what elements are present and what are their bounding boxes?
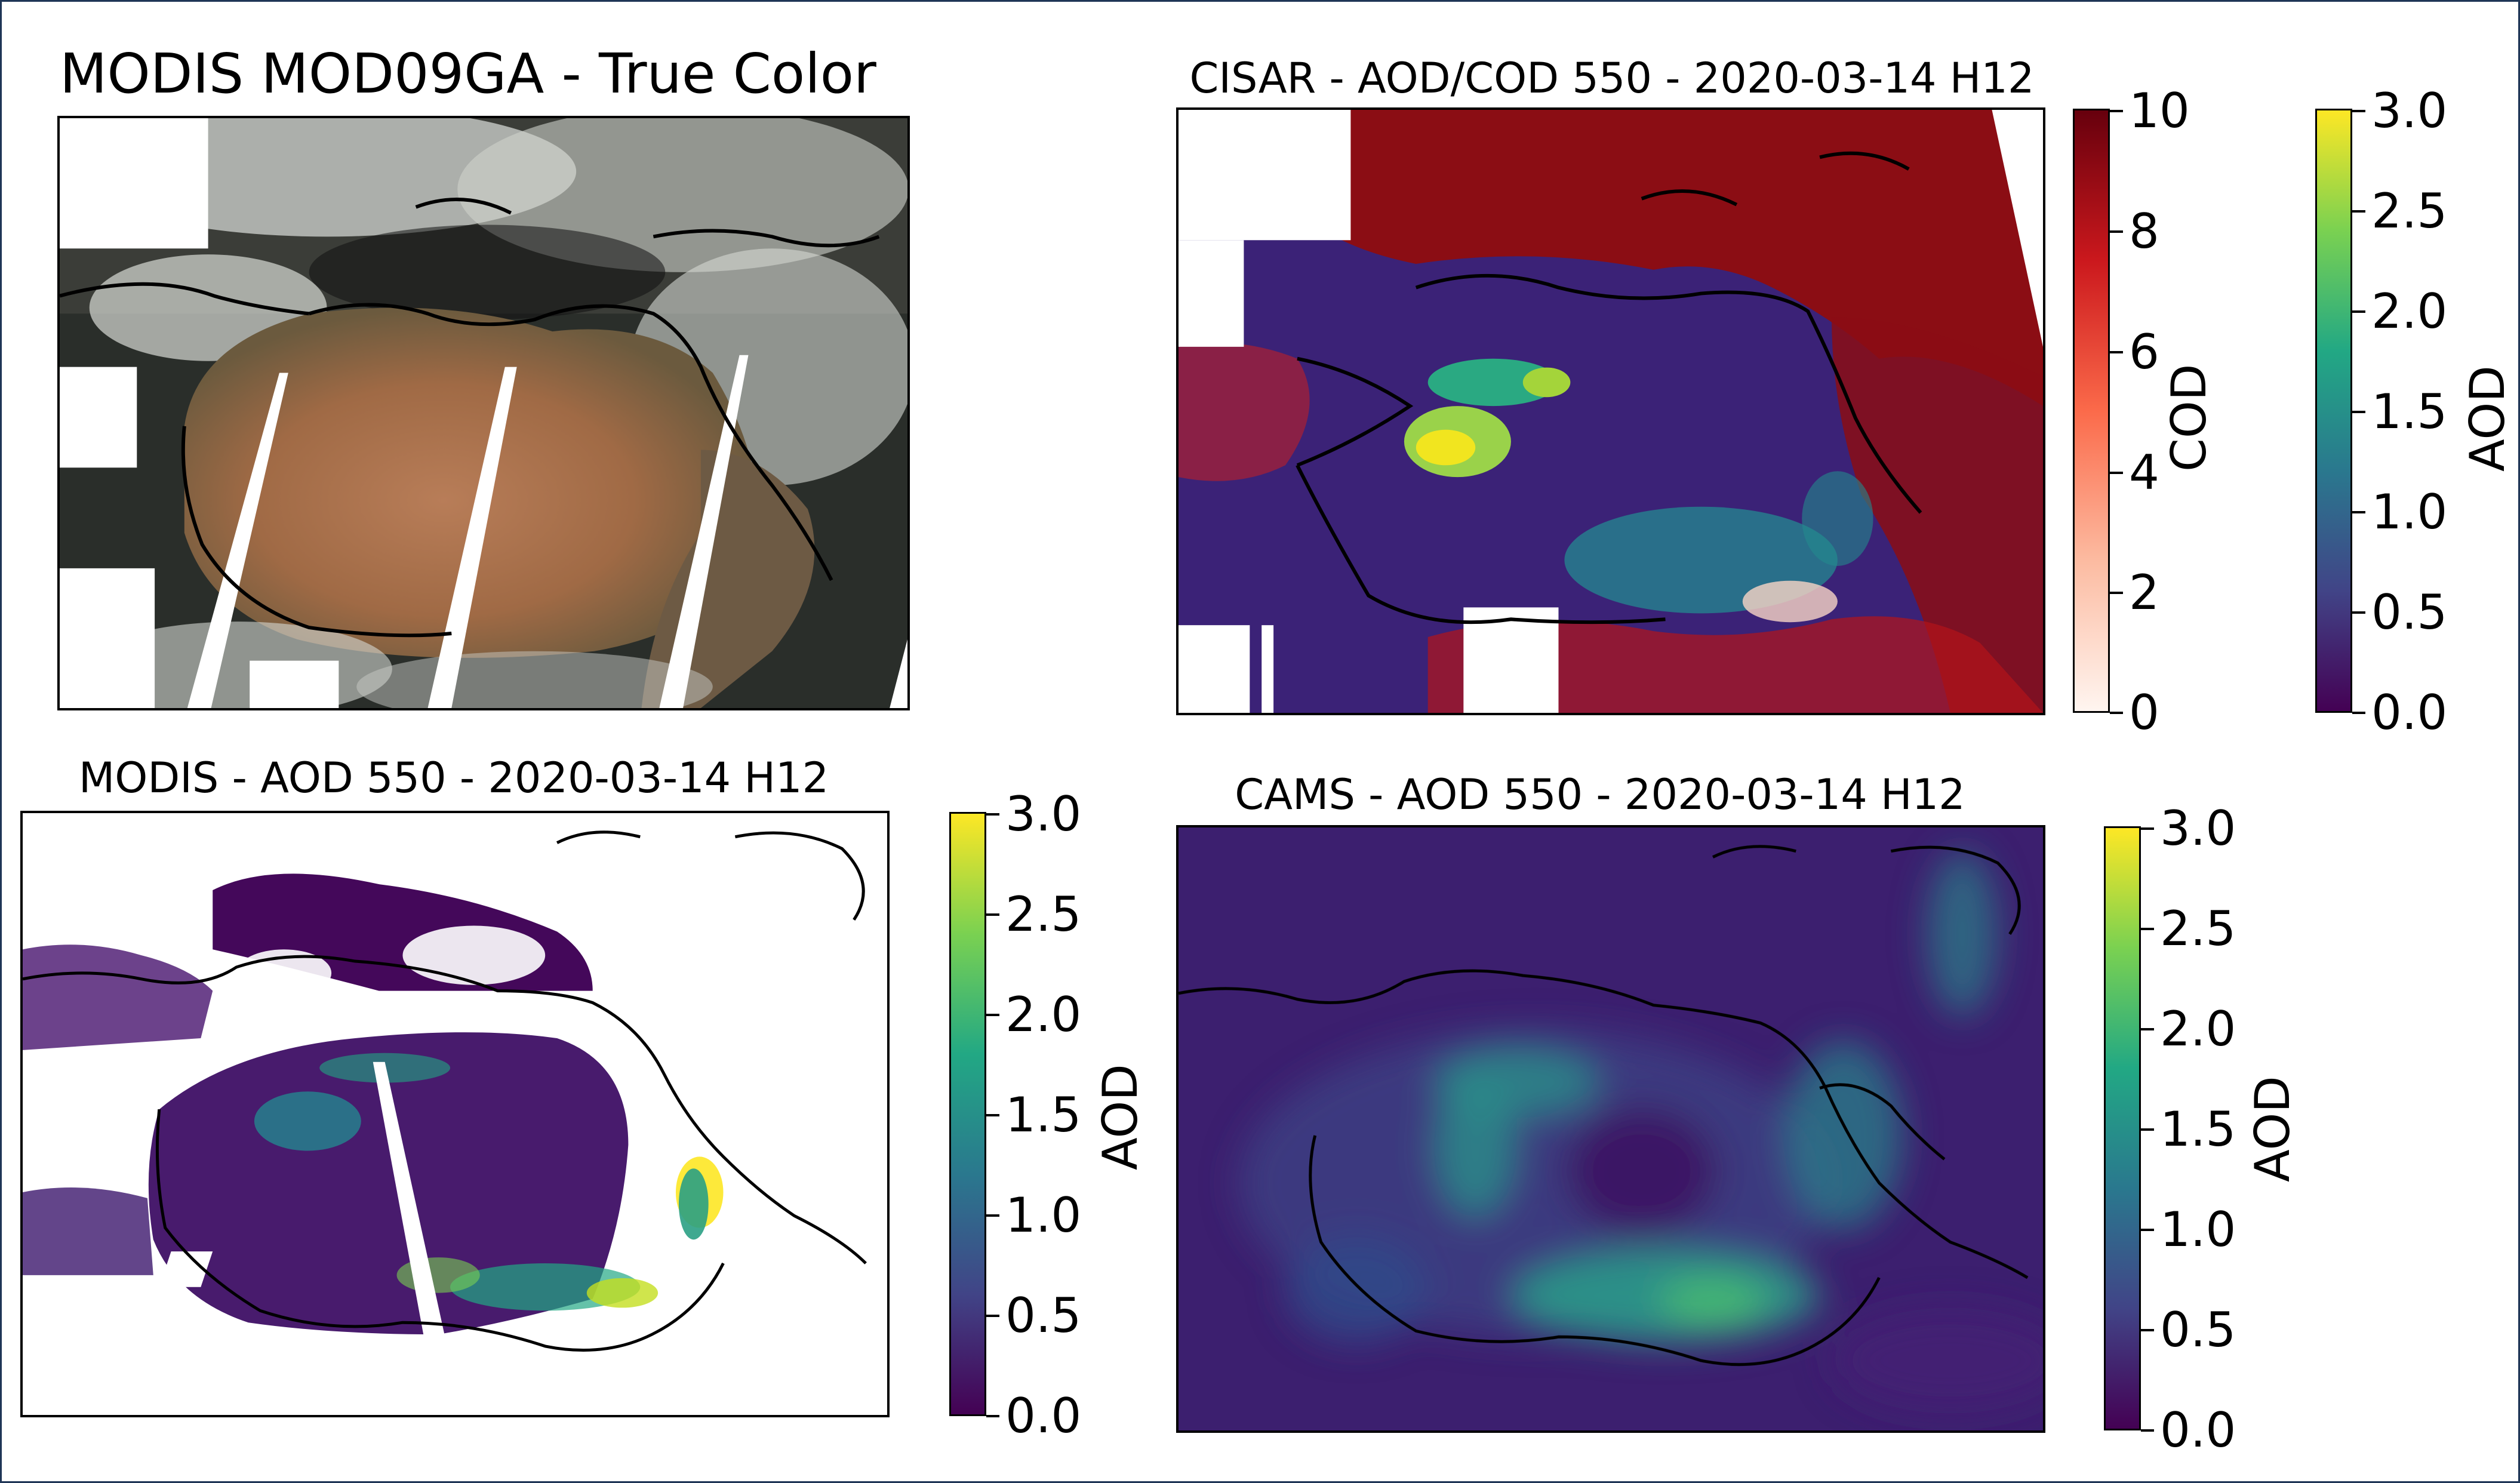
aod-colorbar-modis	[949, 812, 986, 1416]
cod-tick-label: 0	[2129, 685, 2159, 740]
aod-tick-label: 3.0	[2371, 83, 2448, 139]
truecolor-title: MODIS MOD09GA - True Color	[60, 42, 876, 106]
aod-axis-label: AOD	[2245, 1076, 2300, 1182]
aod-colorbar-cisar	[2315, 109, 2352, 713]
aod-tick-label: 0.5	[2371, 584, 2448, 640]
cod-axis-label: COD	[2161, 364, 2217, 472]
aod-tick-label: 0.0	[1005, 1388, 1082, 1444]
cams-title: CAMS - AOD 550 - 2020-03-14 H12	[1235, 770, 1965, 819]
aod-tick-label: 2.0	[2371, 284, 2448, 339]
aod-tick-label: 0.5	[2160, 1302, 2236, 1358]
cod-tick-label: 10	[2129, 83, 2190, 139]
cisar-title: CISAR - AOD/COD 550 - 2020-03-14 H12	[1189, 54, 2035, 103]
modis-map	[20, 811, 890, 1417]
aod-tick-label: 1.5	[2160, 1102, 2236, 1157]
modis-title: MODIS - AOD 550 - 2020-03-14 H12	[78, 753, 829, 802]
aod-axis-label: AOD	[1093, 1064, 1148, 1170]
cod-tick-label: 8	[2129, 204, 2159, 259]
aod-tick-label: 1.5	[1005, 1087, 1082, 1143]
cams-map	[1176, 825, 2045, 1433]
aod-tick-label: 0.5	[1005, 1288, 1082, 1343]
aod-tick-label: 3.0	[1005, 786, 1082, 842]
cod-tick-label: 6	[2129, 324, 2159, 380]
cod-tick-label: 2	[2129, 565, 2159, 620]
cod-tick-label: 4	[2129, 445, 2159, 500]
aod-colorbar-cams	[2104, 826, 2141, 1430]
cisar-map	[1176, 107, 2045, 715]
aod-tick-label: 2.5	[2371, 183, 2448, 239]
aod-tick-label: 1.0	[1005, 1187, 1082, 1243]
aod-tick-label: 2.0	[1005, 987, 1082, 1042]
aod-tick-label: 1.0	[2371, 484, 2448, 540]
aod-tick-label: 2.0	[2160, 1001, 2236, 1057]
aod-tick-label: 1.5	[2371, 384, 2448, 439]
aod-tick-label: 1.0	[2160, 1202, 2236, 1257]
aod-tick-label: 3.0	[2160, 801, 2236, 856]
aod-axis-label: AOD	[2460, 365, 2515, 472]
truecolor-map	[57, 116, 910, 710]
aod-tick-label: 2.5	[2160, 901, 2236, 956]
aod-tick-label: 0.0	[2371, 685, 2448, 740]
aod-tick-label: 0.0	[2160, 1402, 2236, 1458]
cod-colorbar	[2073, 109, 2110, 713]
aod-tick-label: 2.5	[1005, 887, 1082, 942]
